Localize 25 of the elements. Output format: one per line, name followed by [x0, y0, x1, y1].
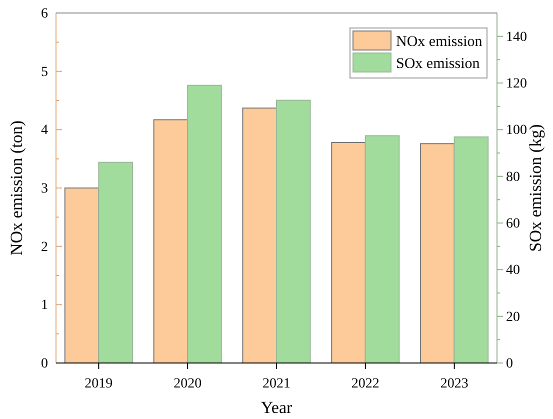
x-tick-label: 2021 [262, 376, 290, 392]
y2-tick-label: 100 [506, 123, 527, 138]
y2-tick-label: 40 [506, 263, 520, 278]
y-tick-label: 1 [41, 298, 48, 314]
y-tick-label: 5 [41, 64, 48, 80]
legend-label: NOx emission [396, 34, 483, 50]
y-tick-label: 6 [41, 6, 48, 22]
y2-tick-label: 60 [506, 216, 520, 232]
x-tick-label: 2019 [84, 376, 113, 392]
y2-tick-label: 20 [506, 310, 520, 325]
x-tick-label: 2020 [174, 376, 202, 392]
y-tick-label: 2 [41, 240, 48, 255]
y-tick-label: 4 [41, 123, 48, 138]
y2-tick-label: 120 [506, 76, 527, 92]
x-axis-title: Year [260, 398, 292, 417]
x-tick-label: 2022 [351, 376, 380, 392]
y2-axis-title: SOx emission (kg) [526, 124, 545, 252]
y-axis-title: NOx emission (ton) [7, 120, 26, 256]
y-tick-label: 3 [41, 181, 48, 196]
x-tick-label: 2023 [440, 376, 468, 392]
y-tick-label: 0 [41, 356, 48, 372]
y2-tick-label: 0 [506, 356, 513, 372]
y2-tick-label: 140 [506, 30, 527, 45]
y2-tick-label: 80 [506, 170, 520, 185]
legend-label: SOx emission [396, 56, 480, 72]
